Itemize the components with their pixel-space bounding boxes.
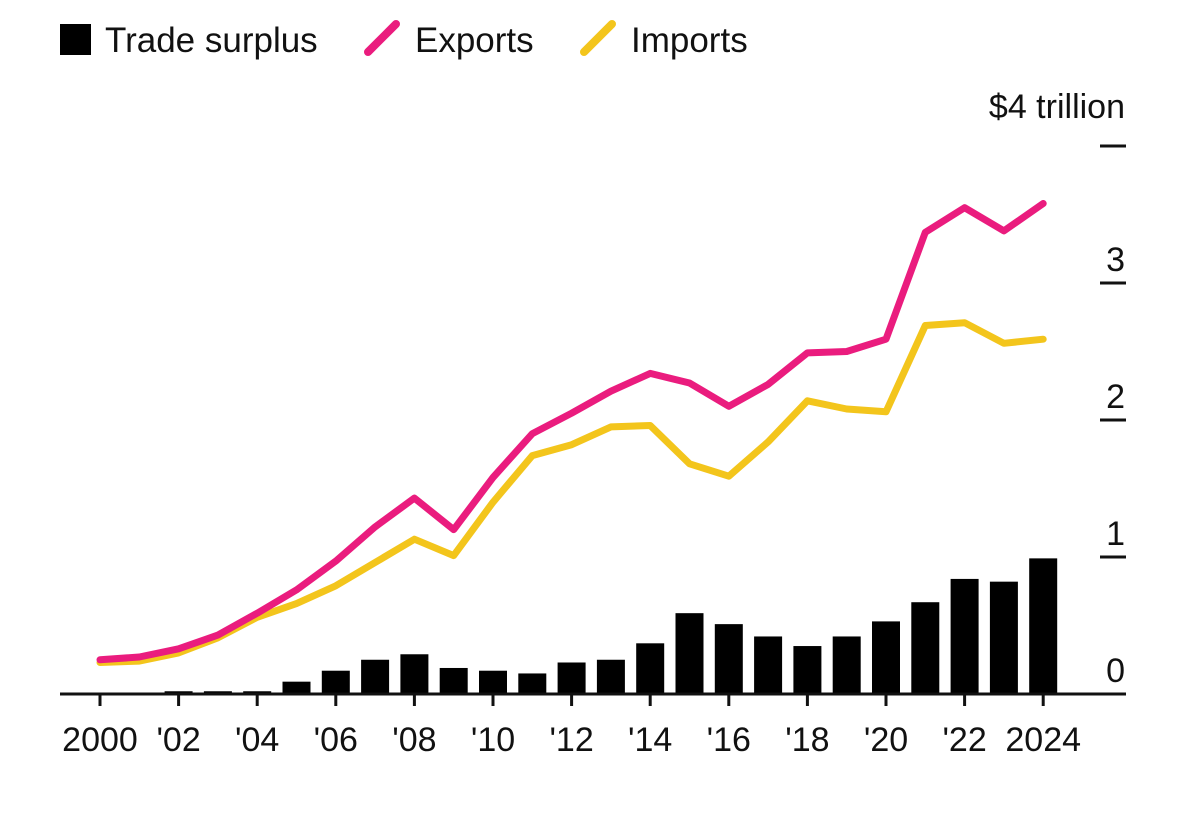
x-axis: 2000 '02 '04 '06 '08 '10 '12 '14 '16 '18 '20 '22 202… [60,692,1126,759]
y-tick-label: 2 [1106,378,1125,416]
x-tick-label: '02 [156,721,200,759]
trade-surplus-bar [439,667,468,694]
legend-imports-swatch [580,20,616,56]
trade-surplus-bar [1029,558,1058,694]
x-tick-label: '04 [235,721,279,759]
series-lines [96,200,1047,666]
legend-exports-label: Exports [415,21,534,60]
trade-surplus-bar [636,643,665,694]
trade-surplus-bar [911,602,940,694]
trade-surplus-bar [557,662,586,694]
trade-surplus-bar [518,673,547,694]
trade-surplus-bar [714,624,743,694]
trade-surplus-bar [989,581,1018,694]
imports-line [96,319,1047,666]
x-tick-label: '16 [707,721,751,759]
trade-surplus-bar [400,654,429,694]
x-tick-label: '22 [942,721,986,759]
trade-surplus-bar [754,636,783,694]
y-axis-unit-label: $4 trillion [989,88,1125,126]
legend-exports-swatch [364,20,400,56]
x-tick-label: '06 [314,721,358,759]
x-tick-label: '12 [549,721,593,759]
y-axis: 3 2 1 0 [1100,144,1126,690]
legend-trade-surplus-swatch [60,24,91,55]
x-tick-label: '08 [392,721,436,759]
y-tick-label: 3 [1106,241,1125,279]
trade-surplus-bar [479,670,507,694]
trade-surplus-bar [321,670,350,694]
trade-surplus-bar [832,636,861,694]
x-tick-label: 2000 [62,721,138,759]
legend-trade-surplus-label: Trade surplus [105,21,318,60]
trade-surplus-bar [361,659,390,694]
x-tick-label: '10 [471,721,515,759]
trade-surplus-bar [282,681,311,694]
trade-surplus-bar [675,613,704,694]
trade-surplus-bar [793,646,822,694]
trade-surplus-bar [950,578,979,694]
x-tick-label: '20 [864,721,908,759]
trade-surplus-bar [872,621,900,694]
y-tick-label: 0 [1106,652,1125,690]
trade-surplus-bars [86,558,1058,694]
x-tick-label: '14 [628,721,672,759]
trade-surplus-bar [596,659,625,694]
y-tick-label: 1 [1106,515,1125,553]
x-tick-label: 2024 [1005,721,1081,759]
exports-line [96,200,1047,664]
legend-imports-label: Imports [631,21,748,60]
x-tick-label: '18 [785,721,829,759]
legend: Trade surplus Exports Imports [60,20,748,60]
